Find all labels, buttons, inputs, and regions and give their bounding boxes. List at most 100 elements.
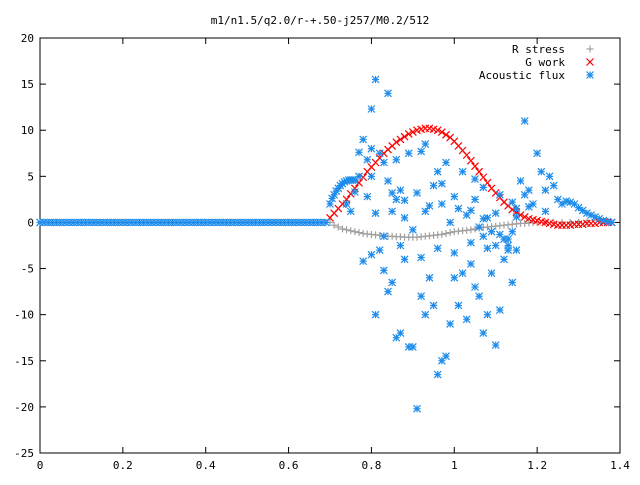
data-point (466, 206, 475, 215)
marker-stroke (495, 230, 504, 239)
marker-stroke (545, 219, 554, 228)
data-point (541, 186, 550, 195)
marker-stroke (603, 217, 612, 226)
data-point (338, 225, 346, 233)
marker-stroke (504, 241, 513, 250)
marker-stroke (466, 260, 475, 268)
data-point (367, 250, 376, 259)
marker-stroke (475, 223, 484, 231)
data-point (359, 135, 368, 144)
y-tick-label: -5 (21, 263, 34, 276)
data-point (479, 183, 488, 192)
data-point (524, 186, 533, 195)
data-point (321, 218, 330, 227)
marker-stroke (429, 301, 438, 310)
data-point (363, 155, 372, 164)
marker-stroke (400, 132, 409, 141)
data-point (524, 202, 533, 211)
x-tick-label: 0.8 (361, 459, 381, 472)
marker-stroke (586, 58, 594, 66)
marker-stroke (595, 214, 604, 223)
y-tick-label: 5 (27, 170, 34, 183)
marker-stroke (367, 172, 376, 181)
marker-stroke (487, 184, 496, 193)
data-point (500, 255, 508, 264)
marker-stroke (487, 269, 496, 278)
data-point (429, 181, 438, 190)
marker-stroke (479, 173, 488, 182)
marker-stroke (471, 195, 479, 204)
marker-stroke (442, 130, 450, 139)
marker-stroke (388, 278, 397, 287)
marker-stroke (355, 172, 363, 181)
data-point (346, 207, 355, 216)
data-point (438, 230, 446, 238)
marker-stroke (512, 212, 521, 221)
plot-frame (39, 37, 621, 454)
data-point (355, 172, 363, 181)
x-tick-label: 0.2 (113, 459, 133, 472)
legend-label: R stress (512, 43, 565, 56)
data-point (363, 192, 372, 201)
data-point (359, 257, 368, 266)
marker-stroke (367, 144, 376, 153)
data-point (404, 149, 413, 158)
marker-stroke (421, 140, 430, 148)
y-tick-label: 0 (27, 216, 34, 229)
data-point (442, 130, 450, 139)
marker-stroke (578, 206, 587, 215)
data-point (367, 105, 376, 113)
marker-stroke (491, 341, 500, 350)
marker-stroke (396, 135, 405, 144)
data-point (400, 255, 409, 264)
data-point (508, 278, 517, 287)
marker-stroke (524, 202, 533, 211)
data-point (355, 229, 363, 237)
marker-stroke (491, 189, 500, 197)
marker-stroke (520, 212, 529, 221)
marker-stroke (350, 184, 359, 193)
marker-stroke (433, 370, 442, 379)
marker-stroke (508, 198, 517, 207)
data-point (330, 221, 338, 229)
data-point (392, 155, 401, 164)
data-point (475, 223, 484, 231)
marker-stroke (508, 227, 517, 236)
marker-stroke (475, 167, 484, 176)
marker-stroke (417, 147, 426, 156)
marker-stroke (425, 273, 434, 282)
data-point (467, 226, 475, 234)
series-layer (36, 75, 616, 413)
marker-stroke (355, 148, 363, 157)
data-point (400, 213, 409, 222)
data-point (607, 218, 616, 227)
marker-stroke (396, 186, 405, 195)
marker-stroke (384, 177, 392, 185)
marker-stroke (421, 207, 430, 216)
legend-marker (586, 71, 594, 79)
data-point (396, 135, 405, 144)
marker-stroke (446, 133, 455, 142)
data-point (475, 167, 484, 176)
data-point (437, 200, 446, 208)
marker-stroke (321, 218, 330, 227)
marker-stroke (429, 125, 438, 134)
data-point (454, 204, 463, 213)
marker-stroke (437, 200, 446, 208)
marker-stroke (466, 206, 475, 215)
data-point (458, 167, 467, 176)
marker-stroke (396, 329, 405, 338)
x-tick-label: 1.2 (527, 459, 547, 472)
data-point (425, 201, 434, 210)
data-point (384, 177, 392, 185)
marker-stroke (454, 301, 463, 310)
data-point (379, 158, 388, 167)
data-point (483, 244, 492, 253)
marker-stroke (524, 214, 533, 223)
data-point (578, 206, 587, 215)
data-point (347, 227, 355, 235)
marker-stroke (553, 195, 562, 204)
data-point (442, 230, 450, 238)
marker-stroke (508, 278, 517, 287)
